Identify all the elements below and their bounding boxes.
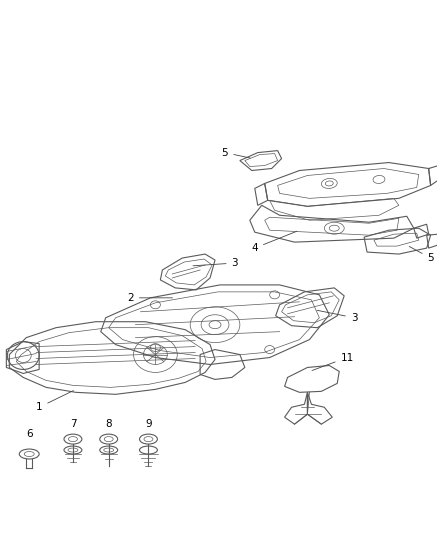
Text: 6: 6 bbox=[26, 429, 32, 439]
Text: 3: 3 bbox=[317, 310, 357, 323]
Text: 2: 2 bbox=[127, 293, 173, 303]
Text: 3: 3 bbox=[193, 258, 238, 268]
Text: 7: 7 bbox=[70, 419, 76, 429]
Text: 4: 4 bbox=[251, 231, 297, 253]
Text: 8: 8 bbox=[106, 419, 112, 429]
Text: 5: 5 bbox=[409, 246, 434, 263]
Text: 11: 11 bbox=[312, 352, 354, 370]
Text: 9: 9 bbox=[145, 419, 152, 429]
Text: 5: 5 bbox=[222, 148, 250, 158]
Text: 1: 1 bbox=[36, 391, 74, 412]
